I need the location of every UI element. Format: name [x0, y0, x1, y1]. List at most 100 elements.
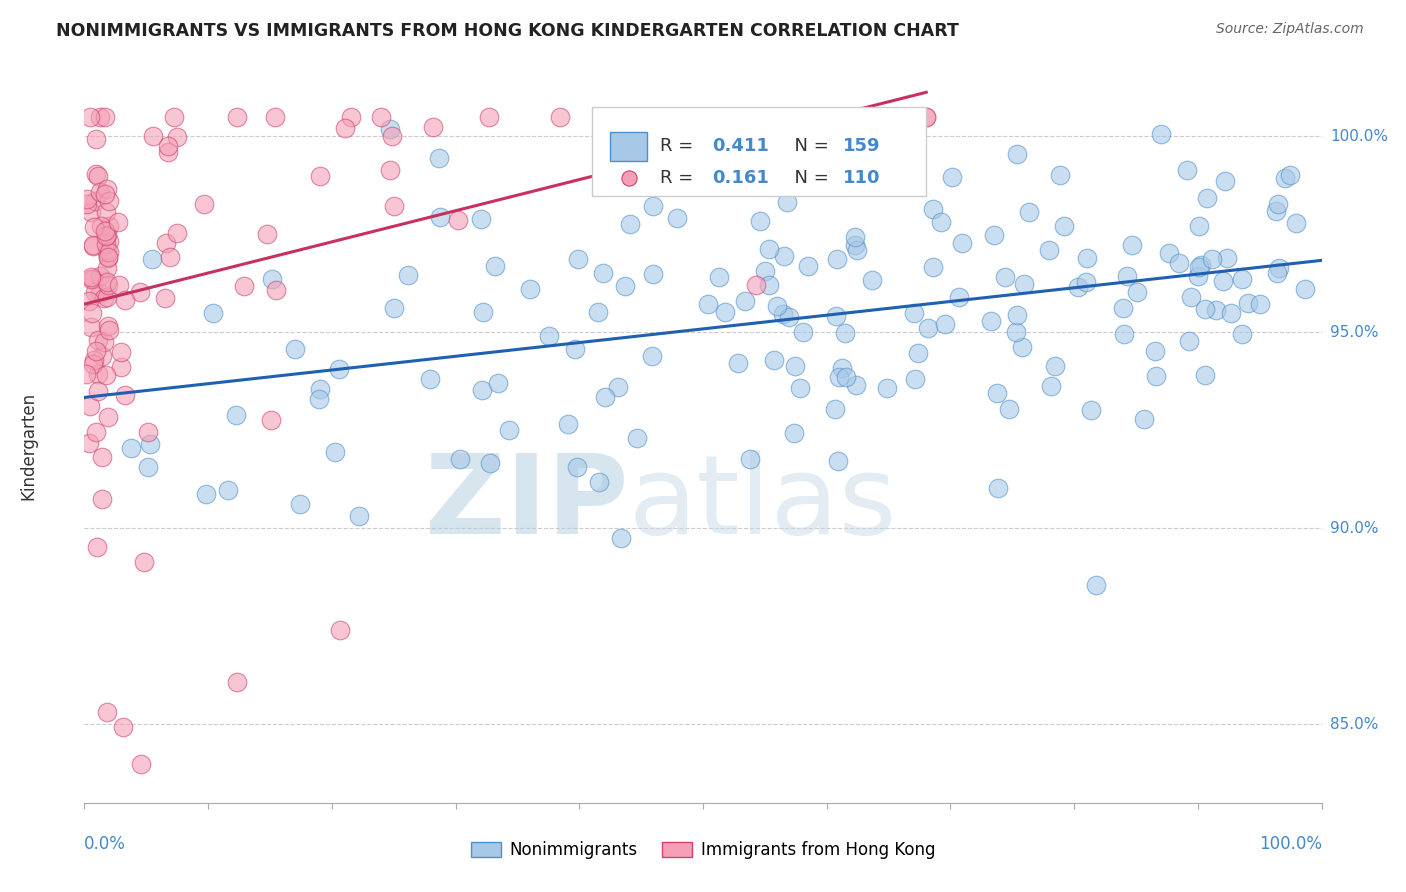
Point	[82, 238, 104, 252]
Point	[998, 401, 1021, 416]
Point	[225, 409, 247, 423]
Point	[734, 293, 756, 308]
Point	[1133, 412, 1156, 426]
Point	[87, 368, 110, 382]
Point	[1180, 290, 1202, 304]
Point	[498, 423, 520, 437]
Point	[727, 356, 749, 370]
Point	[1175, 163, 1198, 178]
Point	[904, 372, 927, 386]
Point	[89, 110, 111, 124]
Point	[567, 252, 589, 266]
Point	[472, 305, 495, 319]
Point	[882, 159, 904, 173]
Point	[157, 145, 180, 160]
Point	[86, 344, 108, 359]
Text: 85.0%: 85.0%	[1330, 717, 1378, 731]
Point	[284, 342, 307, 356]
Text: ZIP: ZIP	[426, 450, 628, 557]
Point	[773, 249, 796, 263]
Point	[917, 321, 939, 335]
Point	[97, 234, 120, 248]
Point	[1237, 295, 1260, 310]
Point	[96, 228, 118, 243]
Point	[752, 110, 775, 124]
Point	[1067, 280, 1090, 294]
Point	[226, 110, 249, 124]
Point	[696, 296, 718, 310]
Point	[193, 196, 215, 211]
Point	[83, 219, 105, 234]
Point	[1004, 326, 1026, 340]
Point	[120, 441, 142, 455]
Point	[96, 275, 118, 289]
Point	[772, 308, 794, 322]
Legend: Nonimmigrants, Immigrants from Hong Kong: Nonimmigrants, Immigrants from Hong Kong	[464, 835, 942, 866]
Point	[263, 110, 285, 124]
Point	[308, 392, 330, 407]
Point	[1012, 277, 1035, 292]
Point	[233, 279, 256, 293]
Point	[915, 110, 938, 124]
Point	[1201, 252, 1223, 266]
Point	[783, 359, 806, 373]
Point	[844, 229, 866, 244]
Point	[97, 219, 120, 233]
Point	[308, 169, 330, 183]
Point	[922, 260, 945, 274]
Point	[1080, 402, 1102, 417]
Text: 0.161: 0.161	[711, 169, 769, 186]
Point	[593, 390, 616, 404]
Point	[447, 212, 470, 227]
Point	[666, 211, 689, 226]
Point	[97, 278, 120, 293]
Point	[98, 323, 121, 337]
Point	[1167, 256, 1189, 270]
Point	[1177, 334, 1199, 349]
Point	[94, 228, 117, 243]
Point	[86, 167, 108, 181]
Text: Source: ZipAtlas.com: Source: ZipAtlas.com	[1216, 22, 1364, 37]
Point	[827, 454, 849, 468]
Point	[89, 185, 111, 199]
Point	[950, 236, 973, 251]
Text: Kindergarten: Kindergarten	[20, 392, 38, 500]
Point	[153, 291, 176, 305]
Point	[82, 357, 104, 371]
Point	[94, 110, 117, 124]
Point	[879, 169, 901, 183]
Point	[907, 345, 929, 359]
Point	[1076, 251, 1098, 265]
Point	[565, 460, 588, 475]
Point	[1188, 260, 1211, 274]
Point	[201, 306, 224, 320]
Point	[873, 110, 896, 124]
Point	[825, 310, 848, 324]
Point	[619, 217, 641, 231]
Point	[97, 244, 120, 259]
Point	[129, 285, 152, 299]
Point	[1038, 243, 1060, 257]
Point	[792, 325, 814, 339]
Text: 0.411: 0.411	[711, 137, 769, 155]
Point	[1125, 285, 1147, 299]
Point	[914, 110, 936, 124]
Point	[846, 243, 869, 257]
Point	[97, 251, 120, 265]
Point	[707, 269, 730, 284]
Point	[845, 377, 868, 392]
Point	[876, 380, 898, 394]
Point	[1005, 147, 1028, 161]
Point	[77, 294, 100, 309]
Point	[828, 370, 851, 384]
Point	[419, 371, 441, 385]
Point	[1294, 282, 1316, 296]
Point	[903, 306, 925, 320]
Point	[86, 540, 108, 554]
Point	[1049, 169, 1071, 183]
Point	[643, 267, 665, 281]
Point	[980, 314, 1002, 328]
Point	[845, 117, 868, 131]
Point	[825, 252, 848, 267]
Point	[97, 250, 120, 264]
